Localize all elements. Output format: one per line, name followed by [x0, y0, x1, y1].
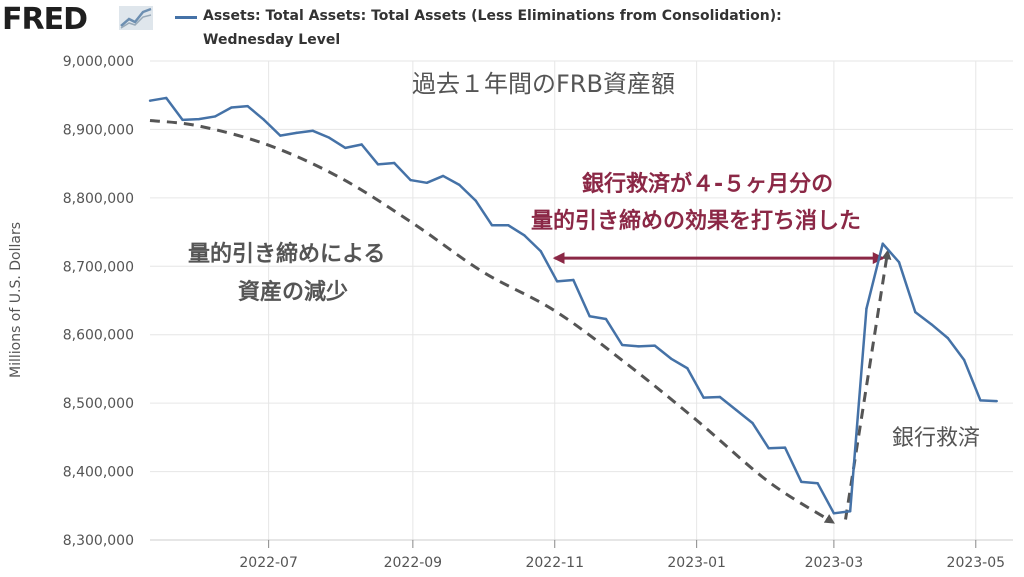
data-point — [458, 183, 461, 187]
data-point — [409, 178, 412, 182]
data-point — [783, 446, 787, 449]
data-point — [327, 136, 331, 139]
data-point — [930, 323, 933, 326]
chart-line-icon — [119, 6, 153, 30]
effect-annotation-line2: 量的引き締めの効果を打ち消した — [531, 209, 862, 234]
data-point — [995, 399, 998, 403]
series-title-line1: Assets: Total Assets: Total Assets (Less… — [203, 8, 782, 24]
data-point — [734, 408, 738, 412]
data-point — [653, 344, 656, 347]
series-title-line2: Wednesday Level — [203, 32, 341, 48]
data-point — [376, 163, 380, 166]
fred-logo[interactable]: FRED — [2, 2, 88, 37]
data-point — [344, 146, 347, 150]
data-point — [979, 399, 982, 402]
data-point — [523, 234, 526, 237]
data-point — [262, 118, 266, 122]
qt-decline-trend-arrow — [149, 119, 835, 524]
y-tick-label: 8,700,000 — [63, 259, 134, 275]
data-point — [669, 357, 673, 360]
data-point — [865, 307, 868, 310]
y-tick-label: 8,400,000 — [63, 465, 134, 481]
data-point — [246, 104, 249, 108]
data-point — [393, 161, 396, 165]
x-tick-label: 2023-05 — [947, 555, 1006, 571]
data-point — [702, 396, 705, 399]
data-point — [848, 510, 852, 513]
y-tick-label: 8,600,000 — [63, 328, 134, 344]
legend-swatch — [175, 16, 197, 19]
data-point — [295, 131, 298, 135]
y-axis-ticks: 8,300,000 8,400,000 8,500,000 8,600,000 8,70… — [63, 54, 134, 549]
data-point — [474, 199, 477, 202]
x-axis-ticks: 2022-07 2022-09 2022-11 2023-01 2023-03 2023-… — [239, 540, 1005, 571]
data-point — [490, 224, 494, 227]
grid-layer — [150, 60, 1013, 541]
data-point — [360, 143, 363, 146]
data-point — [686, 367, 689, 370]
data-point — [718, 395, 722, 399]
data-point — [507, 224, 510, 227]
data-point — [637, 345, 640, 348]
data-point — [181, 118, 184, 122]
y-tick-label: 8,300,000 — [63, 533, 134, 549]
y-tick-label: 8,900,000 — [63, 122, 134, 138]
x-tick-label: 2022-09 — [384, 555, 443, 571]
series-title: Assets: Total Assets: Total Assets (Less… — [203, 4, 1003, 52]
series-layer — [148, 96, 998, 515]
data-point — [962, 358, 966, 362]
data-point — [197, 117, 201, 121]
data-point — [213, 115, 217, 118]
data-point — [555, 280, 559, 283]
y-tick-label: 9,000,000 — [63, 54, 134, 70]
decline-annotation-line1: 量的引き締めによる — [188, 242, 386, 267]
data-point — [539, 250, 542, 253]
y-tick-label: 8,500,000 — [63, 396, 134, 412]
chart-annotation-title: 過去１年間のFRB資産額 — [412, 70, 675, 98]
data-point — [572, 278, 575, 282]
x-tick-label: 2023-03 — [805, 555, 864, 571]
rescue-annotation: 銀行救済 — [892, 426, 981, 451]
data-point — [832, 512, 836, 515]
data-point — [604, 317, 608, 321]
decline-annotation-line2: 資産の減少 — [238, 280, 349, 305]
data-point — [800, 480, 803, 484]
data-point — [441, 174, 445, 178]
effect-annotation-line1: 銀行救済が４-５ヶ月分の — [582, 172, 834, 197]
trend-layer — [149, 119, 892, 524]
data-point — [946, 336, 950, 340]
data-point — [279, 134, 282, 137]
x-tick-label: 2023-01 — [667, 555, 726, 571]
data-point — [621, 343, 624, 347]
x-tick-label: 2022-07 — [239, 555, 298, 571]
data-point — [165, 96, 168, 100]
data-point — [148, 99, 152, 102]
y-tick-label: 8,800,000 — [63, 191, 134, 207]
x-tick-label: 2022-11 — [525, 555, 584, 571]
data-point — [897, 260, 901, 264]
data-point — [230, 106, 233, 109]
data-point — [767, 447, 770, 450]
data-point — [816, 482, 819, 485]
data-point — [751, 421, 754, 425]
data-point — [588, 315, 591, 318]
data-point — [914, 310, 917, 314]
bank-rescue-arrow — [844, 249, 892, 520]
data-point — [881, 242, 884, 245]
data-point — [311, 129, 315, 132]
data-point — [425, 181, 429, 185]
chart-header: FRED Assets: Total Assets: Total Assets … — [0, 0, 1024, 56]
